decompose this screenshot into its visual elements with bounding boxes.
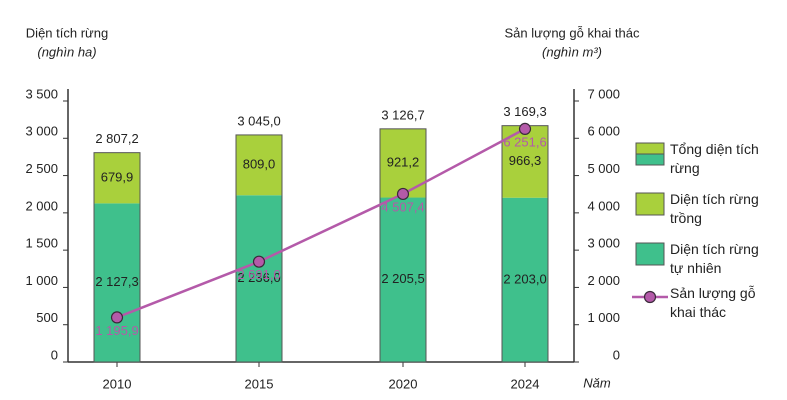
bar-segment: [236, 195, 282, 362]
line-marker: [518, 122, 532, 136]
x-tick-label: 2024: [511, 376, 540, 391]
y-axis-title: Diện tích rừng: [26, 25, 108, 40]
y2-tick-label: 0: [613, 347, 620, 362]
bar-label: 2 203,0: [503, 271, 546, 286]
bar-total-outline: [235, 134, 283, 363]
legend-marker: [643, 290, 657, 304]
bar-label: 2 127,3: [95, 274, 138, 289]
legend-swatch: [635, 142, 665, 155]
y2-tick-label: 7 000: [587, 86, 620, 101]
line-label: 4 507,4: [381, 199, 424, 214]
y2-tick-label: 5 000: [587, 161, 620, 176]
line: [116, 127, 526, 319]
line-label: 2 691,0: [237, 267, 280, 282]
legend-swatch: [635, 242, 665, 266]
x-tick-label: 2015: [245, 376, 274, 391]
legend-label: Sản lượng gỗ khai thác: [670, 285, 756, 320]
legend-swatch: [635, 153, 665, 166]
y-tick-label: 3 500: [25, 86, 58, 101]
y2-axis-title: Sản lượng gỗ khai thác: [504, 25, 640, 40]
line-marker: [252, 255, 266, 268]
y2-tick-label: 1 000: [587, 310, 620, 325]
x-axis-title: Năm: [583, 375, 611, 390]
y-axis-unit: (nghìn ha): [37, 44, 96, 59]
bar-segment: [94, 152, 140, 204]
total-label: 3 045,0: [237, 113, 280, 128]
bar-label: 966,3: [509, 153, 542, 168]
line-label: 6 251,6: [503, 134, 546, 149]
bar-total-outline: [93, 152, 141, 363]
line-marker: [110, 311, 124, 324]
bar-label: 809,0: [243, 157, 276, 172]
bar-label: 2 236,0: [237, 270, 280, 285]
x-tick-label: 2020: [389, 376, 418, 391]
y-tick-label: 0: [51, 347, 58, 362]
y2-tick-label: 3 000: [587, 236, 620, 251]
legend-label: Diện tích rừng trồng: [670, 191, 759, 226]
bar-segment: [94, 203, 140, 362]
y2-tick-label: 6 000: [587, 124, 620, 139]
bar-segment: [502, 197, 548, 362]
bar-total-outline: [379, 128, 427, 363]
legend-swatch: [635, 192, 665, 216]
total-label: 3 169,3: [503, 104, 546, 119]
x-tick-label: 2010: [103, 376, 132, 391]
y2-tick-label: 2 000: [587, 273, 620, 288]
bar-label: 921,2: [387, 155, 420, 170]
bar-label: 679,9: [101, 169, 134, 184]
line-marker: [396, 187, 410, 201]
line-label: 1 195,9: [95, 323, 138, 338]
y-tick-label: 500: [36, 310, 58, 325]
y-tick-label: 3 000: [25, 124, 58, 139]
y-tick-label: 1 000: [25, 273, 58, 288]
bar-segment: [236, 134, 282, 196]
y-tick-label: 1 500: [25, 236, 58, 251]
y2-axis-unit: (nghìn m³): [542, 44, 602, 59]
legend-label: Diện tích rừng tự nhiên: [670, 241, 759, 276]
bar-label: 2 205,5: [381, 271, 424, 286]
y-tick-label: 2 000: [25, 198, 58, 213]
bar-segment: [380, 197, 426, 362]
total-label: 3 126,7: [381, 107, 424, 122]
total-label: 2 807,2: [95, 131, 138, 146]
y2-tick-label: 4 000: [587, 198, 620, 213]
legend-label: Tổng diện tích rừng: [670, 141, 759, 176]
y-tick-label: 2 500: [25, 161, 58, 176]
